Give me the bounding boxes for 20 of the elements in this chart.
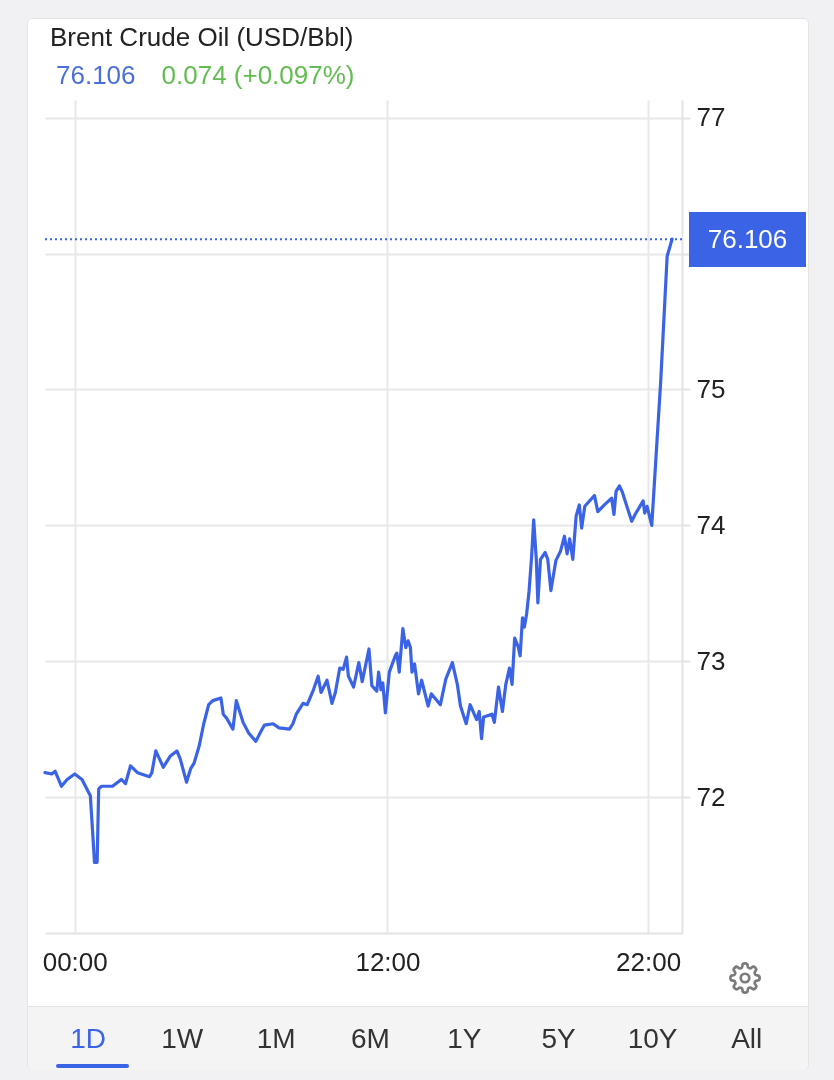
ref-line-label: 76.106 (689, 211, 806, 267)
y-tick-label: 72 (696, 781, 726, 812)
y-tick-label: 74 (696, 509, 726, 540)
x-tick-label: 22:00 (616, 946, 682, 977)
text: 0.074 (+0.097%) (161, 60, 355, 90)
text: 10Y (626, 1022, 679, 1056)
text: 1M (255, 1022, 297, 1056)
text: 6M (349, 1022, 391, 1056)
y-tick-label: 73 (696, 645, 726, 676)
chart-subtitle: 76.106 (56, 60, 136, 90)
y-tick-label: 77 (696, 102, 726, 133)
x-tick-label: 12:00 (355, 946, 421, 977)
x-tick-label: 00:00 (42, 946, 108, 977)
text: All (730, 1022, 764, 1056)
y-tick-label: 75 (696, 373, 726, 404)
text: 5Y (540, 1022, 577, 1056)
text: 1W (160, 1022, 205, 1056)
text: 1D (69, 1022, 107, 1056)
chart-title: Brent Crude Oil (USD/Bbl) (50, 22, 354, 52)
text: 1Y (446, 1022, 483, 1056)
